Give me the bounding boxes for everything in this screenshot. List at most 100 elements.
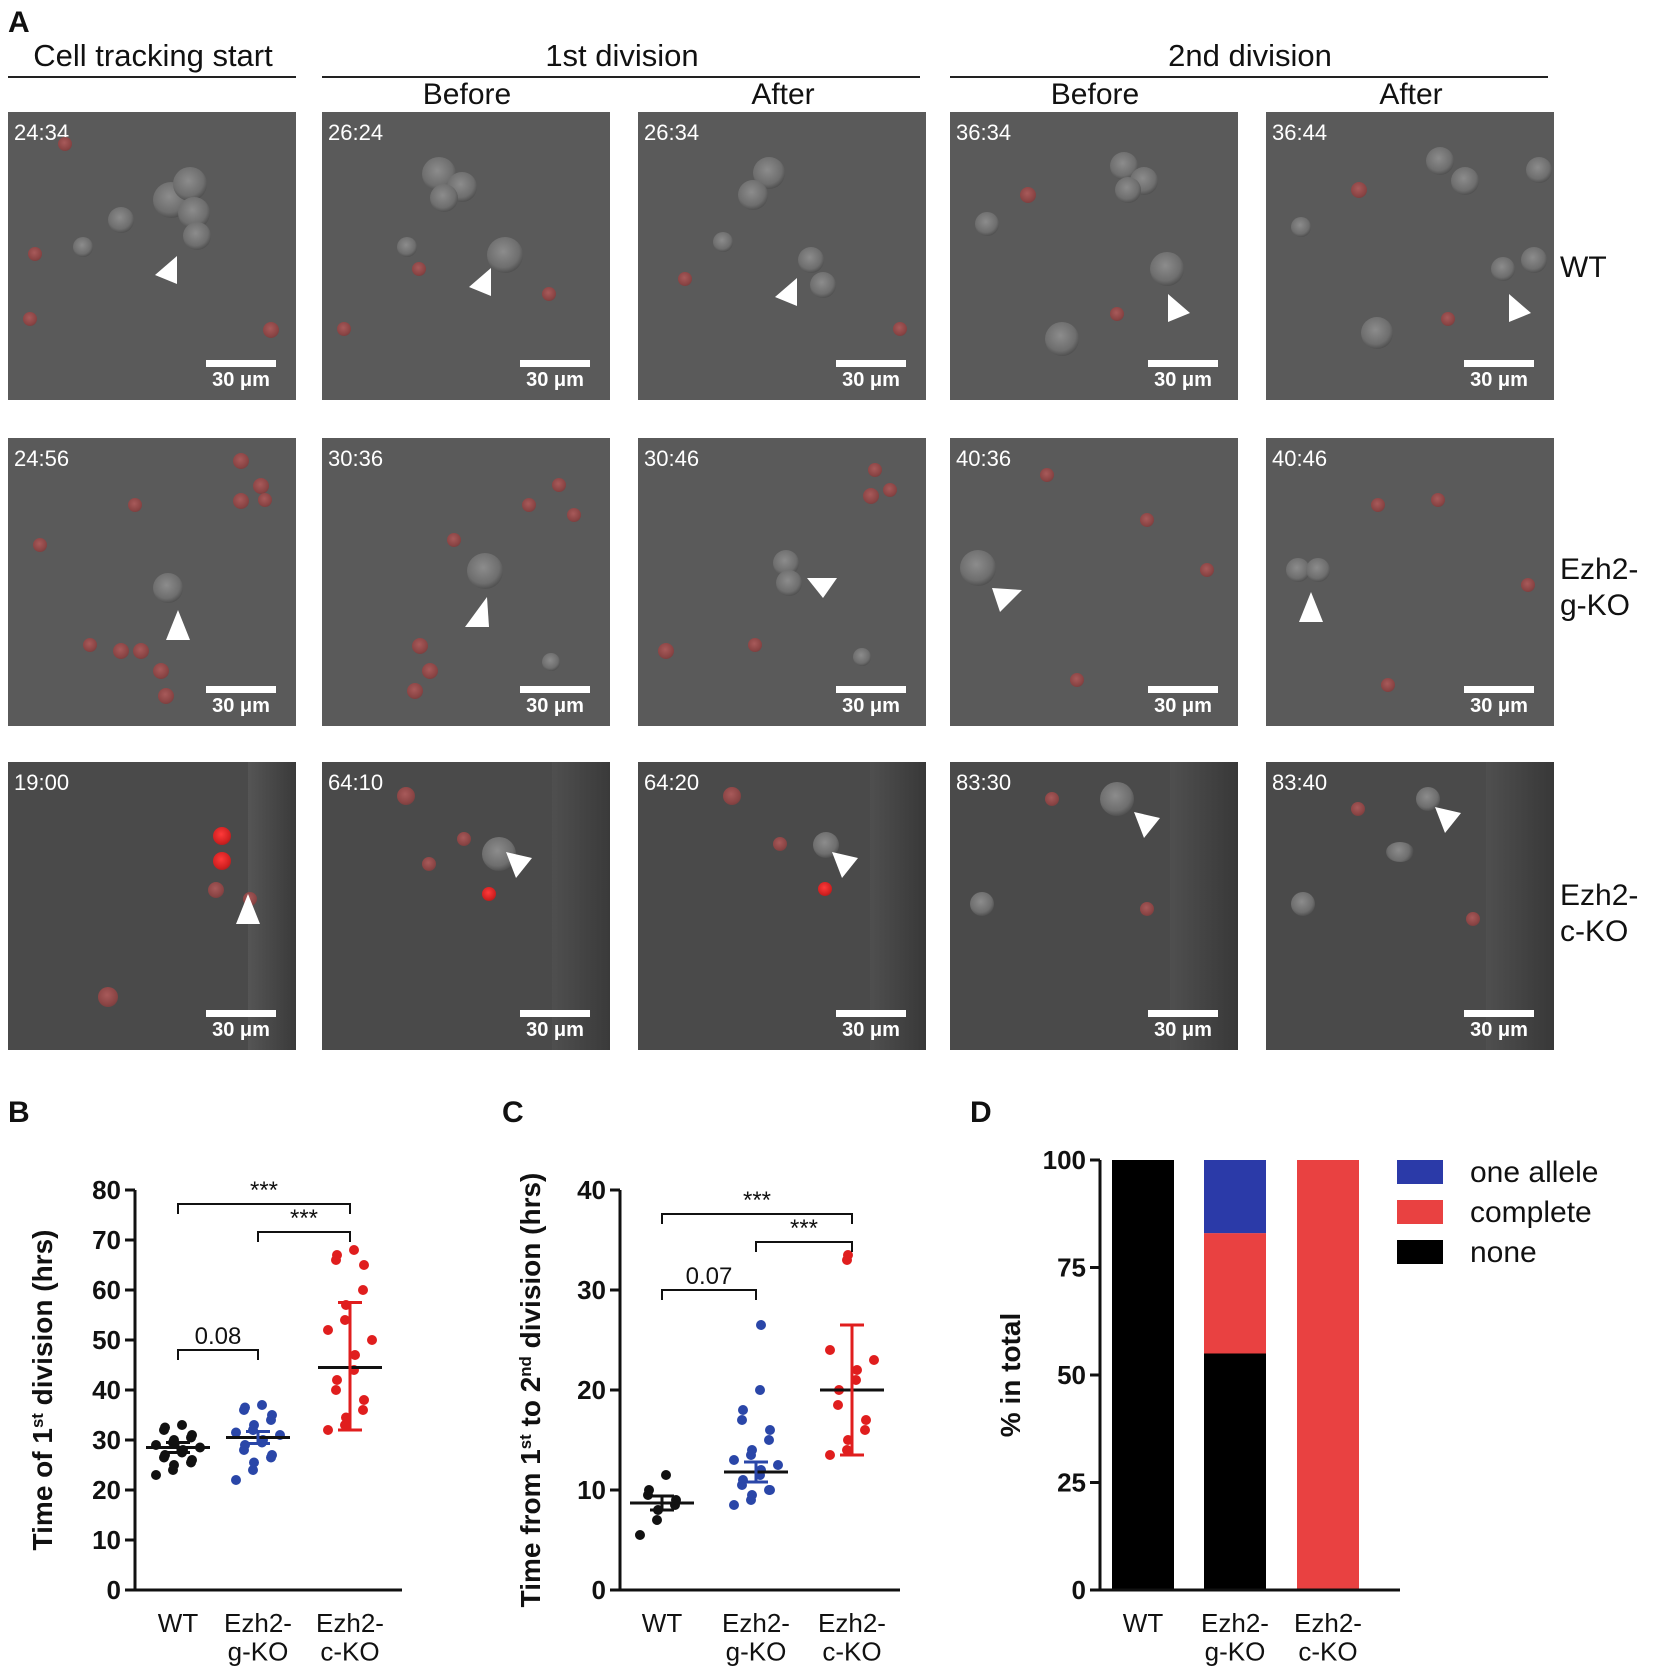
micrograph-gko-2nd-after: 40:46 30 μm [1266,438,1554,726]
scale-bar: 30 μm [1148,360,1218,392]
data-point [825,1345,835,1355]
x-tick-label: Ezh2-g-KO [224,1608,292,1667]
row-label-g-ko-text: Ezh2- g-KO [1560,553,1639,622]
legend-label: none [1470,1236,1537,1269]
x-tick-label: WT [158,1608,199,1638]
row-label-g-ko: Ezh2- g-KO [1560,552,1638,624]
timestamp: 64:10 [328,770,384,795]
timestamp: 19:00 [14,770,70,795]
timestamp: 30:36 [328,446,384,471]
scale-bar: 30 μm [836,1010,906,1042]
row-label-wt: WT [1560,251,1607,284]
data-point [765,1425,775,1435]
y-axis-label: Time from 1st to 2nd division (hrs) [515,1173,546,1608]
data-point [248,1465,258,1475]
scale-bar: 30 μm [520,686,590,718]
micrograph-cko-2nd-after: 83:40 30 μm [1266,762,1554,1050]
y-tick-label: 30 [92,1425,121,1455]
significance-bracket [257,1231,351,1242]
panel-c-label: C [502,1096,524,1129]
data-point [843,1250,853,1260]
data-point [267,1410,277,1420]
data-point [825,1450,835,1460]
y-tick-label: 0 [1072,1575,1086,1605]
data-point [652,1515,662,1525]
x-tick-label: Ezh2-c-KO [316,1608,384,1667]
timestamp: 64:20 [644,770,700,795]
timestamp: 83:30 [956,770,1012,795]
scale-bar: 30 μm [206,686,276,718]
x-tick-label: Ezh2-g-KO [722,1608,790,1667]
data-point [833,1400,843,1410]
data-point [852,1365,862,1375]
scale-bar: 30 μm [1464,686,1534,718]
y-tick-label: 0 [107,1575,121,1605]
row-label-c-ko-text: Ezh2- c-KO [1560,879,1639,948]
data-point [169,1460,179,1470]
data-point [249,1457,259,1468]
data-point [257,1400,267,1410]
header-1st-division: 1st division [545,38,699,73]
timestamp: 40:36 [956,446,1012,471]
data-point [367,1335,377,1345]
data-point [359,1395,369,1405]
significance-bracket [177,1349,259,1360]
scale-bar: 30 μm [520,1010,590,1042]
data-point [359,1260,369,1270]
significance-bracket [755,1241,853,1252]
y-tick-label: 50 [1057,1360,1086,1390]
data-point [860,1425,870,1435]
scale-bar: 30 μm [520,360,590,392]
micrograph-wt-1st-before: 26:24 30 μm [322,112,610,400]
data-point [240,1402,250,1413]
data-point [267,1450,277,1460]
micrograph-wt-1st-after: 26:34 30 μm [638,112,926,400]
data-point [635,1530,645,1540]
timestamp: 30:46 [644,446,700,471]
data-point [737,1415,747,1425]
significance-bracket [661,1289,757,1300]
row-label-c-ko: Ezh2- c-KO [1560,878,1638,950]
y-tick-label: 60 [92,1275,121,1305]
y-tick-label: 25 [1057,1468,1086,1498]
y-tick-label: 50 [92,1325,121,1355]
chart-b: 0 10 20 30 40 50 60 70 80 Time of 1st division (h… [27,1175,402,1667]
bar-segment-one-allele [1204,1160,1266,1234]
bar-segment-complete [1297,1160,1359,1590]
scale-bar: 30 μm [1464,1010,1534,1042]
bar-segment-none [1112,1160,1174,1590]
y-tick-label: 0 [592,1575,606,1605]
x-tick-label: WT [642,1608,683,1638]
scale-bar: 30 μm [1148,1010,1218,1042]
y-tick-label: 10 [577,1475,606,1505]
micrograph-wt-2nd-before: 36:34 30 μm [950,112,1238,400]
y-tick-label: 40 [577,1175,606,1205]
subheader-before-2: Before [1050,78,1140,111]
data-point [231,1475,241,1485]
y-tick-label: 80 [92,1175,121,1205]
data-point [738,1405,748,1415]
x-tick-label: WT [1123,1608,1164,1638]
data-point [160,1422,170,1433]
scale-bar: 30 μm [206,360,276,392]
subheader-after-2: After [1379,78,1443,111]
micrograph-cko-start: 19:00 30 μm [8,762,296,1050]
x-tick-label: Ezh2-c-KO [1294,1608,1362,1667]
timestamp: 36:34 [956,120,1012,145]
data-point [350,1350,360,1360]
bar-segment-complete [1204,1233,1266,1354]
data-point [187,1430,197,1440]
data-point [644,1485,654,1495]
data-point [661,1470,671,1480]
data-point [765,1485,775,1495]
panel-b-label: B [8,1096,30,1129]
scale-bar: 30 μm [836,360,906,392]
significance-bracket [177,1203,351,1214]
header-line-start [8,76,296,78]
data-point [340,1420,350,1430]
y-tick-label: 20 [92,1475,121,1505]
timestamp: 40:46 [1272,446,1328,471]
data-point [151,1470,161,1480]
y-tick-label: 70 [92,1225,121,1255]
data-point [332,1250,342,1260]
